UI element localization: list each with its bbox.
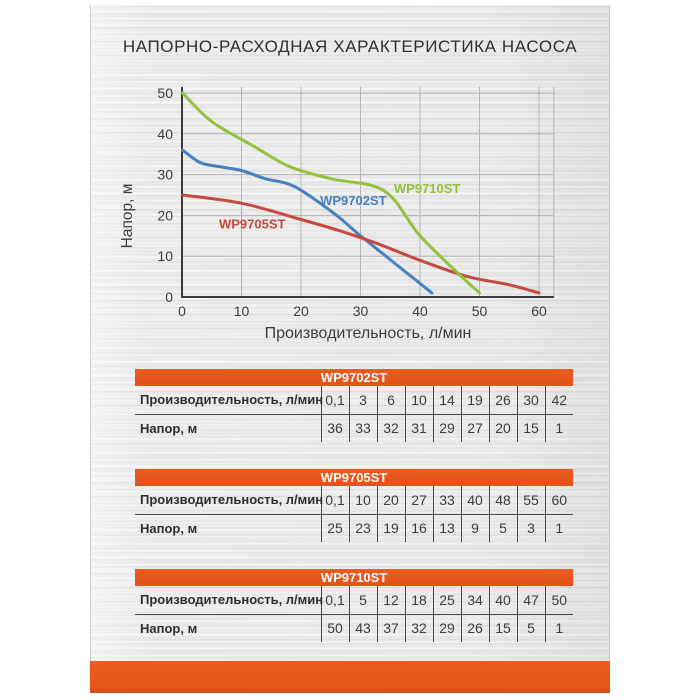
table-cell: 60: [544, 486, 574, 514]
table-cell: 14: [432, 386, 461, 414]
y-tick-label: 0: [165, 289, 173, 305]
chart-svg: 0 10 20 30 40 50 60 0 10 20 30 40 50 WP9702ST WP9705ST…: [119, 85, 555, 342]
x-tick-label: 0: [178, 303, 186, 319]
x-tick-label: 30: [353, 303, 369, 319]
curve-label-wp9705st: WP9705ST: [219, 216, 286, 231]
table-cell: 34: [460, 586, 489, 614]
table-cell: 0,1: [320, 586, 349, 614]
table-cell: 32: [404, 613, 433, 642]
y-tick-label: 40: [157, 126, 173, 142]
table-row: Напор, м 25 23 19 16 13 9 5 3 1: [135, 513, 574, 542]
chart-dynamic: 0 10 20 30 40 50 60 0 10 20 30 40 50 WP9702ST WP9705ST…: [157, 85, 555, 319]
table-cell: 20: [376, 486, 405, 514]
x-tick-label: 10: [234, 303, 250, 319]
table-header: WP9710ST: [135, 569, 574, 586]
table-cell: 1: [544, 513, 574, 542]
table-row: Производительность, л/мин 0,1 3 6 10 14 …: [135, 386, 574, 414]
y-tick-label: 10: [157, 248, 173, 264]
x-tick-label: 40: [412, 303, 428, 319]
table-cell: 12: [376, 586, 405, 614]
table-header: WP9705ST: [135, 469, 574, 486]
curve-label-wp9702st: WP9702ST: [320, 193, 387, 208]
row-label: Напор, м: [135, 613, 321, 642]
table-cell: 55: [516, 486, 545, 514]
table-row: Напор, м 50 43 37 32 29 26 15 5 1: [135, 613, 574, 642]
table-cell: 10: [404, 386, 433, 414]
table-cell: 37: [376, 613, 405, 642]
table-cell: 23: [348, 513, 377, 542]
table-cell: 47: [516, 586, 545, 614]
table-cell: 5: [348, 586, 377, 614]
table-cell: 43: [348, 613, 377, 642]
page-title: НАПОРНО-РАСХОДНАЯ ХАРАКТЕРИСТИКА НАСОСА: [122, 37, 578, 56]
metal-panel: НАПОРНО-РАСХОДНАЯ ХАРАКТЕРИСТИКА НАСОСА …: [90, 5, 610, 661]
table-cell: 33: [348, 413, 377, 442]
table-header: WP9702ST: [135, 369, 574, 386]
table-cell: 5: [516, 613, 545, 642]
table-cell: 26: [488, 386, 517, 414]
x-tick-label: 60: [531, 303, 547, 319]
table-cell: 29: [432, 413, 461, 442]
row-label: Напор, м: [135, 413, 321, 442]
table-row: Напор, м 36 33 32 31 29 27 20 15 1: [135, 413, 574, 442]
table-cell: 5: [488, 513, 517, 542]
row-label: Напор, м: [135, 513, 321, 542]
table-cell: 33: [432, 486, 461, 514]
curve-wp9705st: [181, 193, 541, 295]
table-row: Производительность, л/мин 0,1 5 12 18 25…: [135, 586, 574, 614]
table-cell: 40: [460, 486, 489, 514]
table-cell: 19: [376, 513, 405, 542]
y-tick-label: 20: [157, 207, 173, 223]
table-cell: 27: [404, 486, 433, 514]
table-cell: 50: [320, 613, 349, 642]
table-cell: 3: [516, 513, 545, 542]
row-label: Производительность, л/мин: [140, 592, 324, 608]
table-cell: 9: [460, 513, 489, 542]
table-cell: 16: [404, 513, 433, 542]
table-row: Производительность, л/мин 0,1 10 20 27 3…: [135, 486, 574, 514]
table-cell: 0,1: [320, 486, 349, 514]
table-cell: 25: [432, 586, 461, 614]
x-tick-label: 20: [293, 303, 309, 319]
table-cell: 13: [432, 513, 461, 542]
table-cell: 36: [320, 413, 349, 442]
row-label: Производительность, л/мин: [140, 492, 324, 508]
table-cell: 29: [432, 613, 461, 642]
row-label: Производительность, л/мин: [140, 392, 324, 408]
y-tick-label: 50: [157, 85, 173, 101]
curve-wp9702st: [181, 148, 434, 295]
spec-table-wp9702st: WP9702ST Производительность, л/мин 0,1 3…: [135, 369, 574, 442]
x-axis-title: Производительность, л/мин: [265, 325, 472, 342]
table-cell: 18: [404, 586, 433, 614]
table-cell: 25: [320, 513, 349, 542]
curve-label-wp9710st: WP9710ST: [394, 181, 461, 196]
table-cell: 15: [488, 613, 517, 642]
table-cell: 1: [544, 413, 574, 442]
spec-table-wp9705st: WP9705ST Производительность, л/мин 0,1 1…: [135, 469, 574, 542]
table-cell: 3: [348, 386, 377, 414]
table-cell: 0,1: [320, 386, 349, 414]
table-cell: 19: [460, 386, 489, 414]
table-cell: 27: [460, 413, 489, 442]
y-tick-label: 30: [157, 167, 173, 183]
table-cell: 48: [488, 486, 517, 514]
curve-wp9710st: [181, 91, 481, 295]
y-axis-title: Напор, м: [119, 184, 136, 249]
table-cell: 40: [488, 586, 517, 614]
x-tick-label: 50: [472, 303, 488, 319]
bottom-accent-bar: [90, 661, 610, 693]
table-cell: 32: [376, 413, 405, 442]
spec-table-wp9710st: WP9710ST Производительность, л/мин 0,1 5…: [135, 569, 574, 642]
table-cell: 31: [404, 413, 433, 442]
table-cell: 15: [516, 413, 545, 442]
table-cell: 1: [544, 613, 574, 642]
table-cell: 50: [544, 586, 574, 614]
table-cell: 6: [376, 386, 405, 414]
table-cell: 10: [348, 486, 377, 514]
table-cell: 30: [516, 386, 545, 414]
table-cell: 26: [460, 613, 489, 642]
table-cell: 20: [488, 413, 517, 442]
table-cell: 42: [544, 386, 574, 414]
